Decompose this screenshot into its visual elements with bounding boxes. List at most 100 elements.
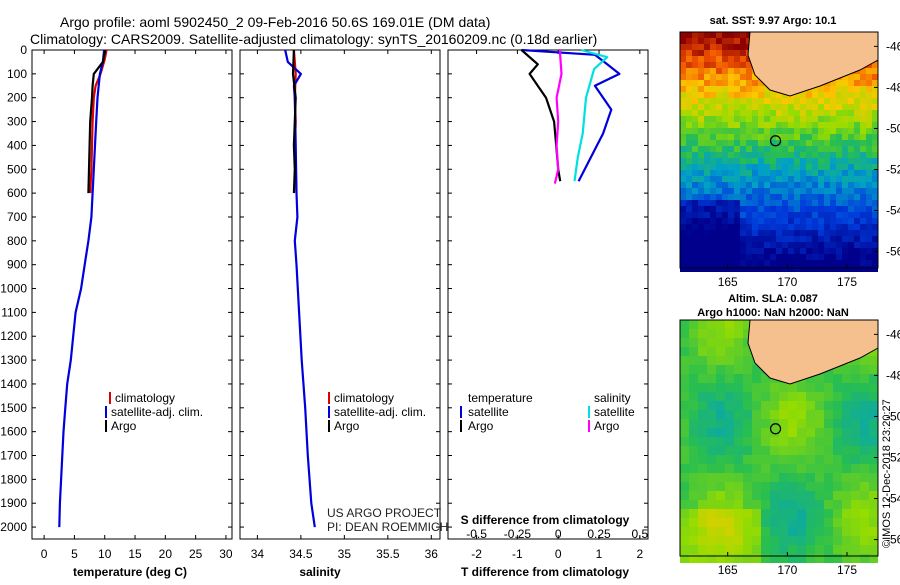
sst-pixel [710,92,716,98]
sst-pixel [680,242,686,248]
sst-pixel [860,206,866,212]
sst-pixel [806,152,812,158]
sla-pixel [707,473,716,482]
sst-pixel [722,44,728,50]
sla-pixel [770,392,779,401]
sst-pixel [722,194,728,200]
sla-pixel [842,509,851,518]
sst-pixel [866,74,872,80]
sla-pixel [788,410,797,419]
sst-pixel [722,152,728,158]
sst-pixel [806,206,812,212]
sla-pixel [869,545,878,554]
sst-pixel [728,206,734,212]
sst-pixel [854,158,860,164]
sla-pixel [851,491,860,500]
sla-pixel [815,401,824,410]
sla-pixel [842,455,851,464]
sst-pixel [776,248,782,254]
sst-pixel [830,242,836,248]
sst-pixel [782,248,788,254]
sla-pixel [689,536,698,545]
sst-pixel [740,32,746,38]
sst-pixel [710,140,716,146]
sla-pixel [815,491,824,500]
sst-pixel [794,158,800,164]
sst-pixel [686,158,692,164]
sla-pixel [788,401,797,410]
lat-tick-label: -50 [886,121,900,135]
sst-pixel [818,236,824,242]
sst-pixel [686,248,692,254]
sst-pixel [734,170,740,176]
sst-pixel [728,98,734,104]
sla-pixel [851,356,860,365]
sst-pixel [770,158,776,164]
sla-pixel [860,473,869,482]
sst-pixel [824,218,830,224]
sst-pixel [812,206,818,212]
sla-pixel [734,419,743,428]
sst-pixel [776,122,782,128]
sla-pixel [743,554,752,563]
sst-pixel [860,224,866,230]
sst-pixel [818,182,824,188]
sst-pixel [728,110,734,116]
sst-pixel [818,140,824,146]
sst-pixel [734,38,740,44]
sst-pixel [746,206,752,212]
legend-label-climatology: climatology [115,391,175,405]
sst-pixel [722,62,728,68]
sst-pixel [800,218,806,224]
sst-pixel [722,98,728,104]
sst-pixel [794,236,800,242]
sst-pixel [842,176,848,182]
depth-tick-label: 200 [7,91,27,105]
sst-pixel [692,224,698,230]
sst-pixel [866,86,872,92]
sst-pixel [746,86,752,92]
sst-pixel [728,50,734,56]
sst-pixel [866,164,872,170]
sla-pixel [833,401,842,410]
sst-pixel [872,242,878,248]
sst-pixel [686,206,692,212]
sla-pixel [761,383,770,392]
sst-pixel [836,116,842,122]
x-tick-label: 35 [338,547,352,561]
sst-pixel [722,116,728,122]
sst-pixel [746,104,752,110]
sst-pixel [692,230,698,236]
sst-pixel [788,224,794,230]
sst-pixel [830,122,836,128]
sst-pixel [680,176,686,182]
sst-pixel [830,266,836,272]
sla-pixel [716,410,725,419]
sst-pixel [680,230,686,236]
sla-pixel [788,536,797,545]
sst-pixel [860,152,866,158]
sst-pixel [812,224,818,230]
sla-pixel [770,455,779,464]
sla-pixel [824,464,833,473]
sla-pixel [833,527,842,536]
sla-pixel [779,527,788,536]
sst-pixel [710,86,716,92]
sst-pixel [854,188,860,194]
sst-pixel [854,170,860,176]
sla-pixel [707,446,716,455]
sla-pixel [833,410,842,419]
sst-pixel [782,170,788,176]
sst-pixel [698,92,704,98]
sst-pixel [872,200,878,206]
sst-pixel [836,230,842,236]
lon-tick-label: 170 [777,563,797,577]
sst-pixel [740,44,746,50]
sst-pixel [716,164,722,170]
sst-pixel [686,62,692,68]
sla-pixel [797,455,806,464]
sst-pixel [740,92,746,98]
sla-pixel [806,464,815,473]
sst-pixel [800,92,806,98]
sst-pixel [710,248,716,254]
